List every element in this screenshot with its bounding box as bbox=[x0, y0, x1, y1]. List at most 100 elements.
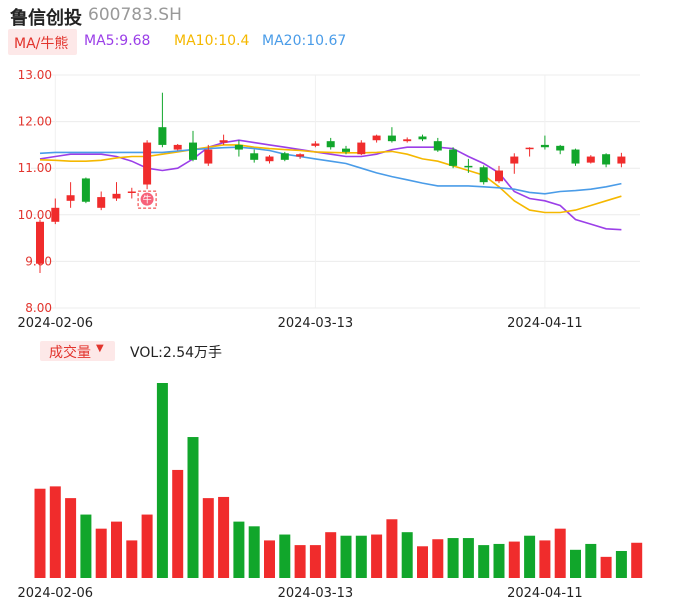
candle-body bbox=[265, 156, 274, 162]
volume-date-label: 2024-02-06 bbox=[18, 586, 94, 601]
volume-bar bbox=[111, 521, 122, 578]
stock-name: 鲁信创投 bbox=[10, 8, 82, 29]
candle-body bbox=[495, 170, 503, 182]
volume-bar bbox=[447, 538, 459, 578]
stock-code: 600783.SH bbox=[88, 5, 182, 25]
volume-bar bbox=[585, 543, 597, 578]
volume-indicator-dropdown[interactable]: 成交量 ▼ bbox=[40, 341, 115, 361]
candle-body bbox=[158, 127, 167, 145]
ma20-value: MA20:10.67 bbox=[262, 33, 347, 49]
volume-bar bbox=[386, 519, 398, 578]
volume-bar bbox=[478, 545, 490, 578]
ma-toggle-label: MA/牛熊 bbox=[14, 36, 69, 52]
price-tick-label: 8.00 bbox=[25, 301, 52, 315]
candle-body bbox=[586, 156, 595, 163]
volume-dropdown-label: 成交量 bbox=[49, 345, 91, 361]
volume-date-label: 2024-04-11 bbox=[507, 586, 583, 601]
volume-bar bbox=[340, 535, 352, 578]
candle-body bbox=[66, 195, 75, 201]
price-tick-label: 10.00 bbox=[18, 208, 52, 222]
candle-body bbox=[617, 156, 626, 164]
volume-bar bbox=[539, 540, 551, 578]
bull-icon bbox=[140, 192, 154, 206]
candle-body bbox=[81, 178, 90, 202]
candle-body bbox=[204, 149, 213, 164]
candle-body bbox=[36, 221, 44, 264]
ma20-line bbox=[39, 146, 622, 195]
volume-bar bbox=[432, 539, 444, 578]
price-date-label: 2024-04-11 bbox=[507, 316, 583, 331]
volume-bar bbox=[417, 546, 428, 578]
candle-body bbox=[357, 142, 366, 155]
candle-body bbox=[326, 141, 335, 148]
candle-body bbox=[372, 135, 381, 141]
volume-bar bbox=[570, 549, 581, 578]
ma5-value: MA5:9.68 bbox=[84, 33, 151, 49]
volume-bar bbox=[355, 535, 367, 578]
volume-bar bbox=[187, 437, 199, 578]
volume-bar bbox=[325, 532, 337, 578]
volume-bar bbox=[279, 534, 291, 578]
volume-bar bbox=[493, 543, 505, 578]
ma-bull-bear-toggle[interactable]: MA/牛熊 bbox=[8, 29, 77, 55]
candle-body bbox=[387, 135, 396, 142]
volume-bar bbox=[65, 498, 77, 578]
volume-bar bbox=[615, 550, 627, 578]
volume-bar bbox=[202, 498, 214, 578]
ma10-value: MA10:10.4 bbox=[174, 33, 250, 49]
volume-bar bbox=[264, 540, 275, 578]
volume-bar bbox=[218, 496, 230, 578]
volume-bar bbox=[95, 528, 107, 578]
ma5-line bbox=[39, 139, 622, 231]
volume-value: VOL:2.54万手 bbox=[130, 345, 223, 361]
candle-body bbox=[479, 167, 488, 183]
candle-body bbox=[464, 165, 473, 168]
candle-body bbox=[173, 144, 182, 150]
candle-body bbox=[112, 193, 121, 199]
volume-bar bbox=[600, 556, 612, 578]
candle-body bbox=[433, 141, 442, 151]
price-tick-label: 12.00 bbox=[18, 115, 52, 129]
volume-bar bbox=[80, 514, 92, 578]
price-tick-label: 11.00 bbox=[18, 161, 52, 175]
candle-body bbox=[418, 136, 427, 140]
candle-body bbox=[342, 148, 350, 152]
volume-bar bbox=[248, 526, 260, 578]
candle-body bbox=[602, 154, 611, 165]
volume-bar bbox=[49, 486, 61, 578]
volume-bar bbox=[554, 528, 566, 578]
candle-body bbox=[296, 154, 305, 157]
price-date-label: 2024-03-13 bbox=[278, 316, 354, 331]
candle-body bbox=[449, 149, 458, 166]
candle-body bbox=[525, 147, 534, 150]
volume-bar bbox=[309, 545, 321, 578]
bull-badge-glyph: 牛 bbox=[143, 194, 152, 206]
volume-bar bbox=[371, 534, 383, 578]
candle-body bbox=[234, 144, 243, 150]
candle-body bbox=[403, 139, 412, 142]
volume-bar bbox=[401, 532, 413, 578]
price-tick-label: 13.00 bbox=[18, 68, 52, 82]
ma10-line bbox=[39, 144, 622, 214]
volume-bar bbox=[294, 545, 306, 578]
candle-body bbox=[556, 145, 565, 151]
candle-body bbox=[311, 143, 320, 146]
volume-bar bbox=[141, 514, 153, 578]
triangle-down-icon: ▼ bbox=[96, 343, 104, 354]
candle-body bbox=[280, 153, 289, 160]
volume-bar bbox=[462, 538, 474, 578]
candle-body bbox=[571, 149, 580, 164]
candle-body bbox=[51, 207, 60, 222]
candle-body bbox=[97, 197, 106, 208]
candle-body bbox=[510, 156, 519, 164]
volume-bar bbox=[156, 383, 168, 578]
volume-bar bbox=[508, 541, 520, 578]
candle-body bbox=[540, 144, 549, 148]
volume-bar bbox=[631, 542, 643, 578]
volume-date-label: 2024-03-13 bbox=[278, 586, 354, 601]
candle-body bbox=[250, 153, 259, 160]
volume-bar bbox=[126, 540, 138, 578]
volume-bar bbox=[524, 535, 536, 578]
volume-bar bbox=[233, 521, 245, 578]
